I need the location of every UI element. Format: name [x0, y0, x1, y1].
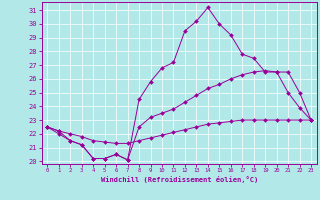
X-axis label: Windchill (Refroidissement éolien,°C): Windchill (Refroidissement éolien,°C)	[100, 176, 258, 183]
